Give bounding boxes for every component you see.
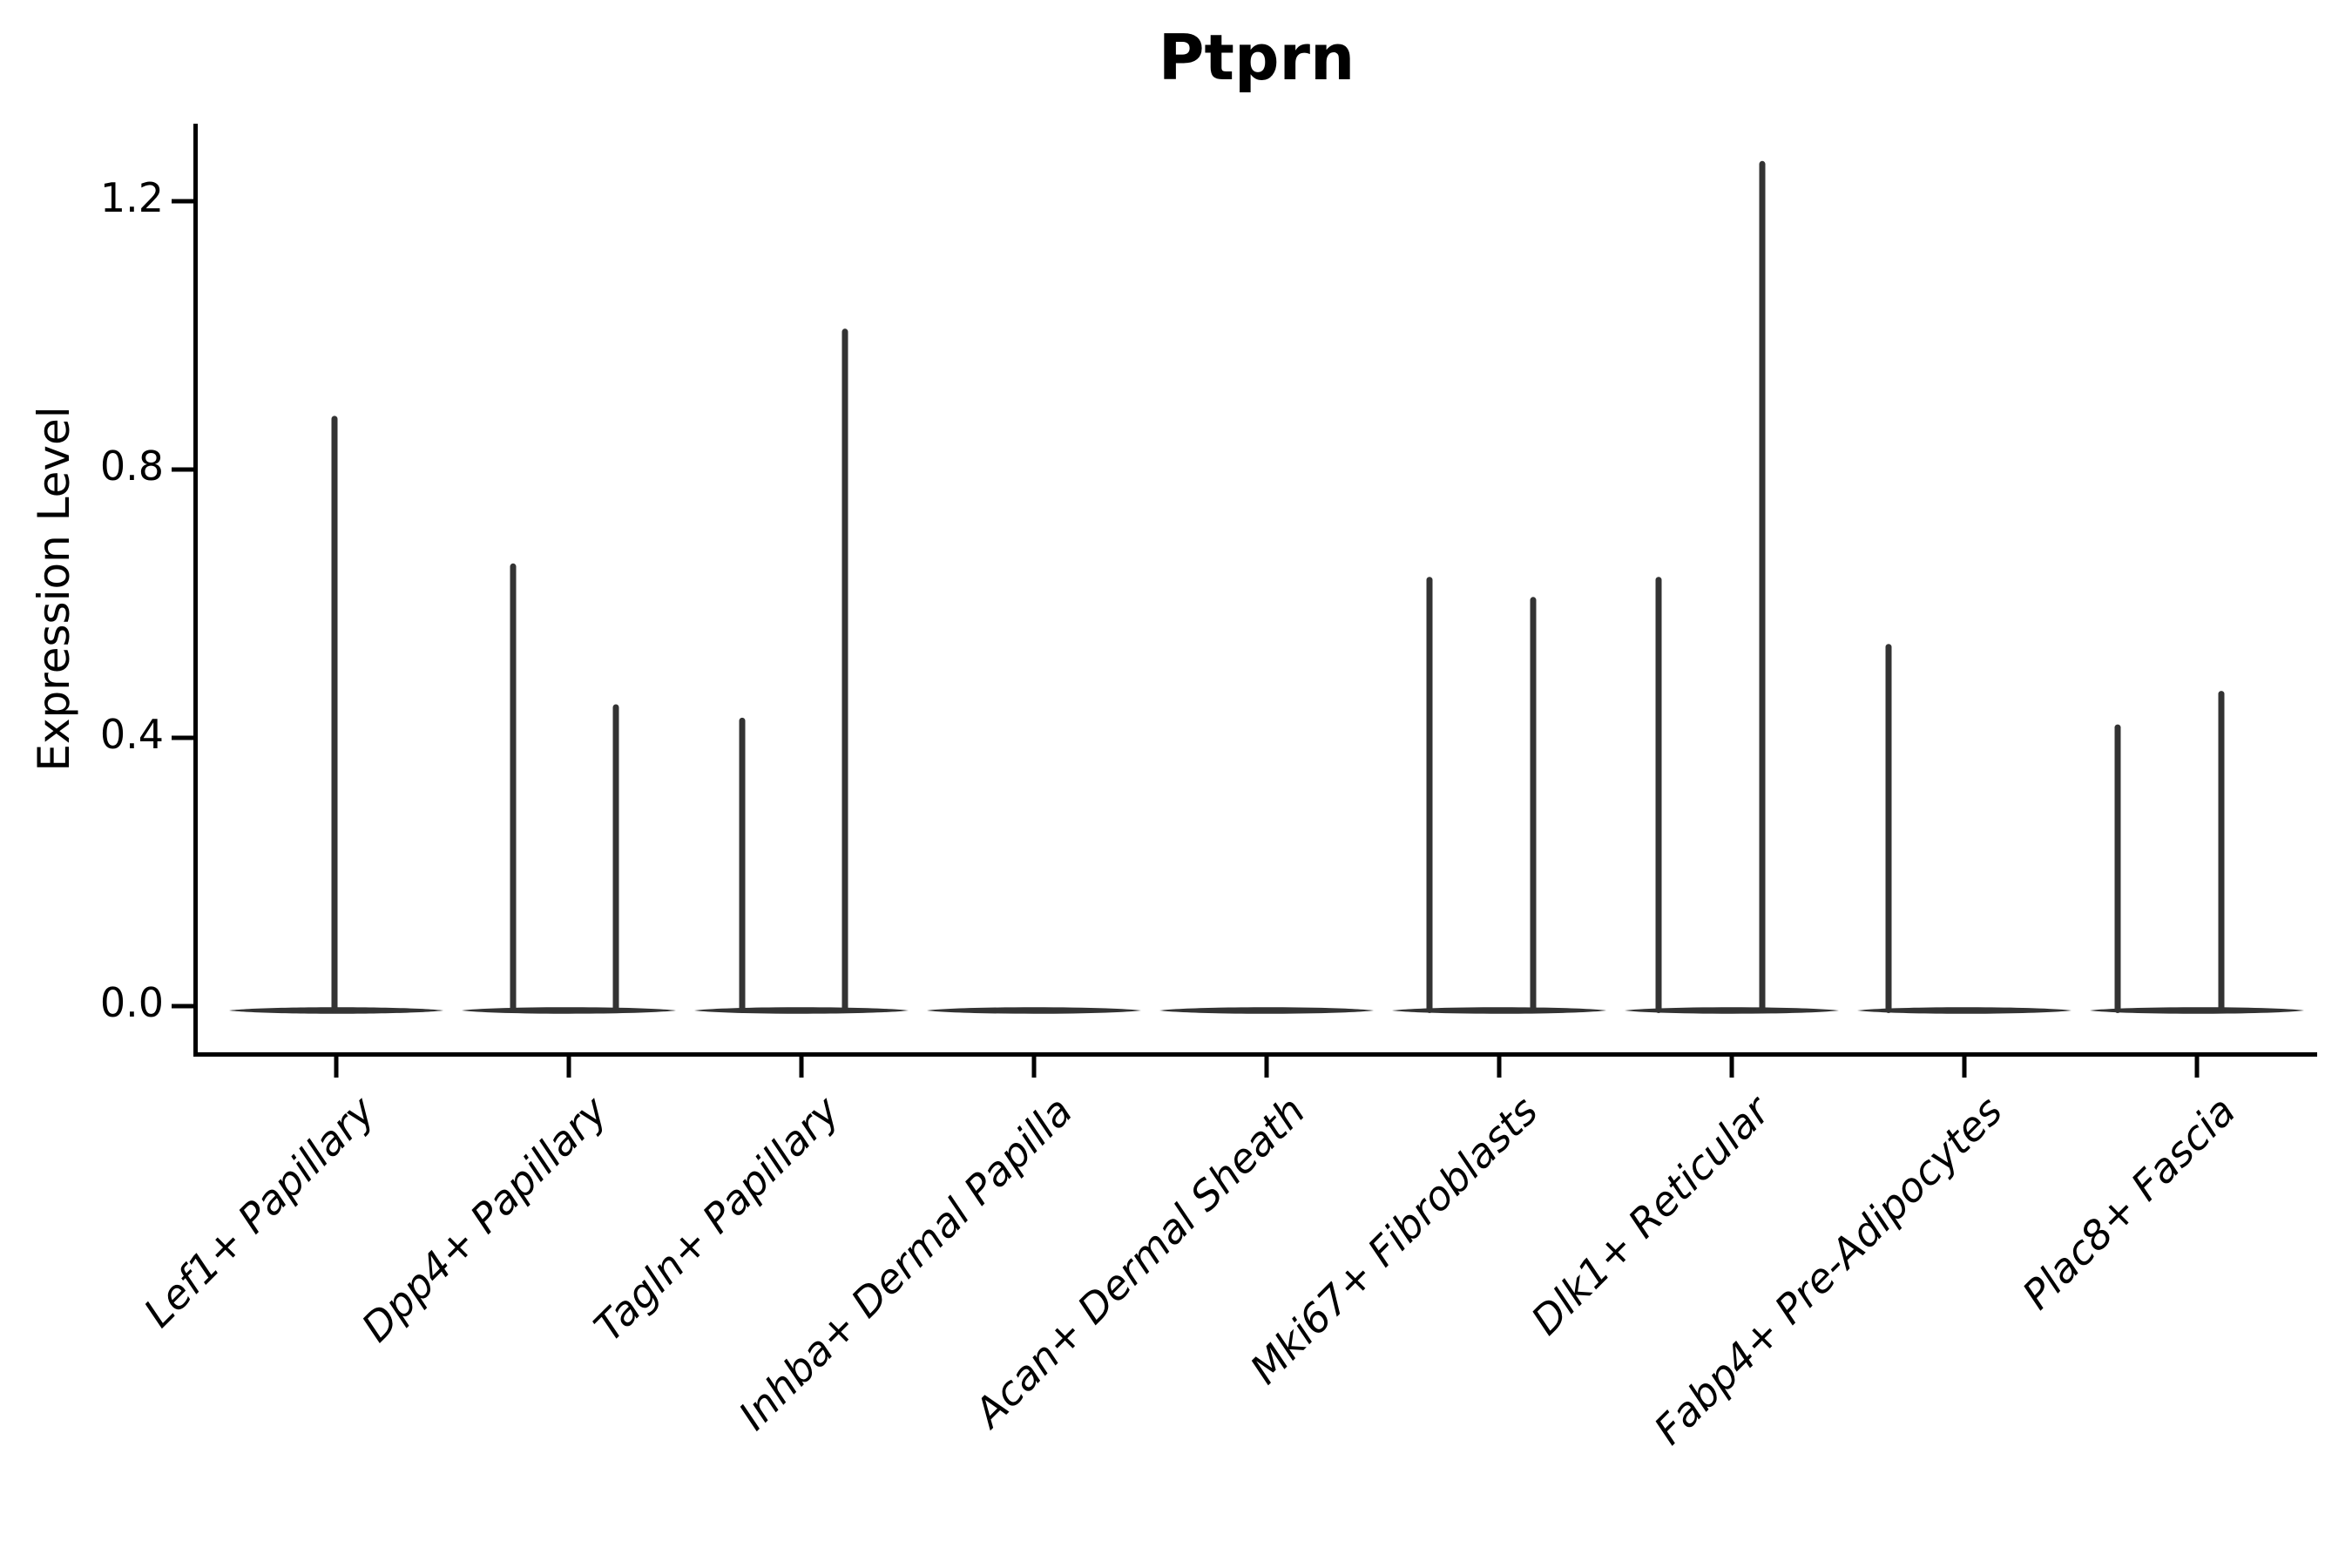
x-tick [334,1056,339,1078]
violin-baseline [1392,1007,1606,1014]
x-tick [2194,1056,2200,1078]
violin-spike [331,416,338,1013]
violin-baseline [2090,1007,2304,1014]
violin-spike [2218,691,2225,1013]
y-tick [172,1004,193,1009]
y-axis-spine [193,124,198,1057]
x-tick [799,1056,804,1078]
violin-baseline [694,1007,909,1014]
violin-spike [1426,577,1433,1013]
violin-baseline [462,1007,676,1014]
plot-title: Ptprn [1158,21,1355,94]
violin-spike [2114,724,2121,1013]
x-tick [1031,1056,1037,1078]
x-axis-spine [193,1052,2317,1057]
violin-spike [841,328,848,1013]
violin-spike [1530,597,1537,1013]
violin-spike [1655,577,1662,1013]
y-tick [172,467,193,472]
violin-baseline [927,1007,1141,1014]
violin-spike [510,563,517,1013]
violin-baseline [1857,1007,2072,1014]
violin-spike [739,717,746,1013]
y-tick-label: 0.8 [99,443,164,490]
y-tick-label: 0.0 [99,979,164,1026]
y-tick [172,199,193,204]
violin-spike [1759,160,1766,1014]
x-tick [1264,1056,1269,1078]
violin-baseline [1159,1007,1374,1014]
y-tick-label: 1.2 [99,174,164,221]
violin-spike [612,704,619,1013]
violin-baseline [1625,1007,1839,1014]
x-tick [1962,1056,1967,1078]
y-tick-label: 0.4 [99,711,164,758]
x-tick [1729,1056,1734,1078]
x-tick [566,1056,571,1078]
y-tick [172,735,193,740]
violin-spike [1885,644,1892,1013]
x-tick [1497,1056,1502,1078]
